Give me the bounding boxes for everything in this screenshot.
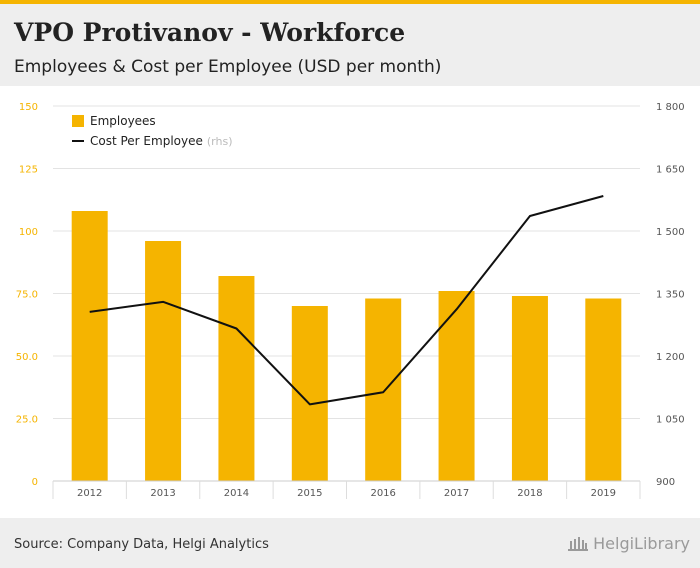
x-tick-label: 2016 — [370, 488, 395, 499]
x-tick-label: 2013 — [150, 488, 175, 499]
helgi-library-logo: HelgiLibrary — [567, 532, 690, 554]
legend: Employees Cost Per Employee (rhs) — [72, 114, 233, 148]
bar-employees-2013 — [145, 241, 182, 481]
y-right-tick-label: 900 — [656, 477, 675, 488]
chart-svg: 0 25.0 50.0 75.0 100 125 150 900 1 050 1 200 1 350… — [16, 102, 685, 499]
x-tick-label: 2012 — [77, 488, 102, 499]
y-right-tick-label: 1 800 — [656, 102, 685, 113]
legend-swatch-employees — [72, 115, 84, 127]
top-accent-bar — [0, 0, 700, 4]
bar-employees-2012 — [71, 211, 108, 481]
line-cost-per-employee — [89, 195, 604, 406]
library-building-icon — [568, 537, 589, 551]
y-left-tick-label: 0 — [32, 477, 38, 488]
chart-subtitle: Employees & Cost per Employee (USD per m… — [14, 57, 442, 77]
legend-label-cost-note: (rhs) — [207, 135, 233, 148]
y-right-tick-label: 1 050 — [656, 415, 685, 426]
chart-area: 0 25.0 50.0 75.0 100 125 150 900 1 050 1 200 1 350… — [0, 86, 700, 518]
source-note: Source: Company Data, Helgi Analytics — [14, 537, 269, 552]
chart-header: VPO Protivanov - Workforce Employees & C… — [0, 4, 700, 86]
grid-lines — [53, 105, 640, 419]
bar-employees-2016 — [365, 298, 402, 481]
chart-title: VPO Protivanov - Workforce — [14, 18, 406, 47]
legend-label-cost-name: Cost Per Employee — [90, 134, 203, 148]
y-left-tick-label: 100 — [19, 227, 38, 238]
y-right-tick-label: 1 500 — [656, 227, 685, 238]
chart-footer: Source: Company Data, Helgi Analytics He… — [0, 518, 700, 568]
cost-line — [89, 195, 604, 406]
legend-label-cost: Cost Per Employee (rhs) — [90, 134, 233, 148]
brand-text: HelgiLibrary — [593, 533, 690, 553]
y-right-tick-label: 1 650 — [656, 165, 685, 176]
bar-employees-2017 — [438, 291, 475, 481]
y-left-tick-label: 150 — [19, 102, 38, 113]
bar-employees-2018 — [511, 296, 548, 481]
y-left-tick-label: 75.0 — [16, 290, 38, 301]
x-tick-label: 2015 — [297, 488, 322, 499]
bar-employees-2015 — [291, 306, 328, 481]
y-left-tick-label: 50.0 — [16, 352, 38, 363]
bar-employees-2019 — [585, 298, 622, 481]
x-tick-label: 2018 — [517, 488, 542, 499]
x-tick-label: 2019 — [591, 488, 616, 499]
x-tick-label: 2017 — [444, 488, 469, 499]
y-right-tick-label: 1 350 — [656, 290, 685, 301]
legend-label-employees: Employees — [90, 114, 156, 128]
y-left-tick-label: 125 — [19, 165, 38, 176]
y-left-tick-label: 25.0 — [16, 415, 38, 426]
bar-employees-2014 — [218, 276, 255, 481]
employees-bars — [71, 211, 622, 481]
y-right-tick-label: 1 200 — [656, 352, 685, 363]
axes: 0 25.0 50.0 75.0 100 125 150 900 1 050 1 200 1 350… — [16, 102, 685, 499]
x-tick-label: 2014 — [224, 488, 249, 499]
